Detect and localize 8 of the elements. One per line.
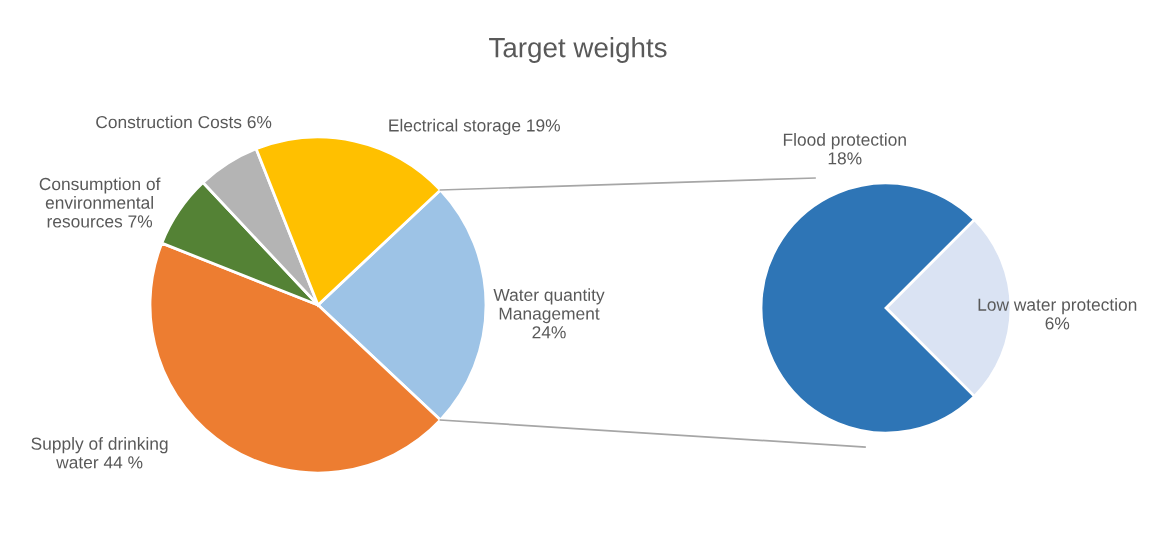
slice-label: Construction Costs 6% (96, 115, 272, 129)
chart-title: Target weights (489, 37, 667, 63)
slice-label: Electrical storage 19% (389, 118, 560, 136)
slice-label: Water quantity Management 24% (493, 288, 605, 339)
slice-label: Supply of drinking water 44 % (31, 437, 168, 469)
slice-label: Flood protection 18% (783, 133, 906, 165)
slice-label: Consumption of environmental resources 7% (39, 177, 161, 228)
slice-label: Low water protection 6% (978, 298, 1137, 330)
